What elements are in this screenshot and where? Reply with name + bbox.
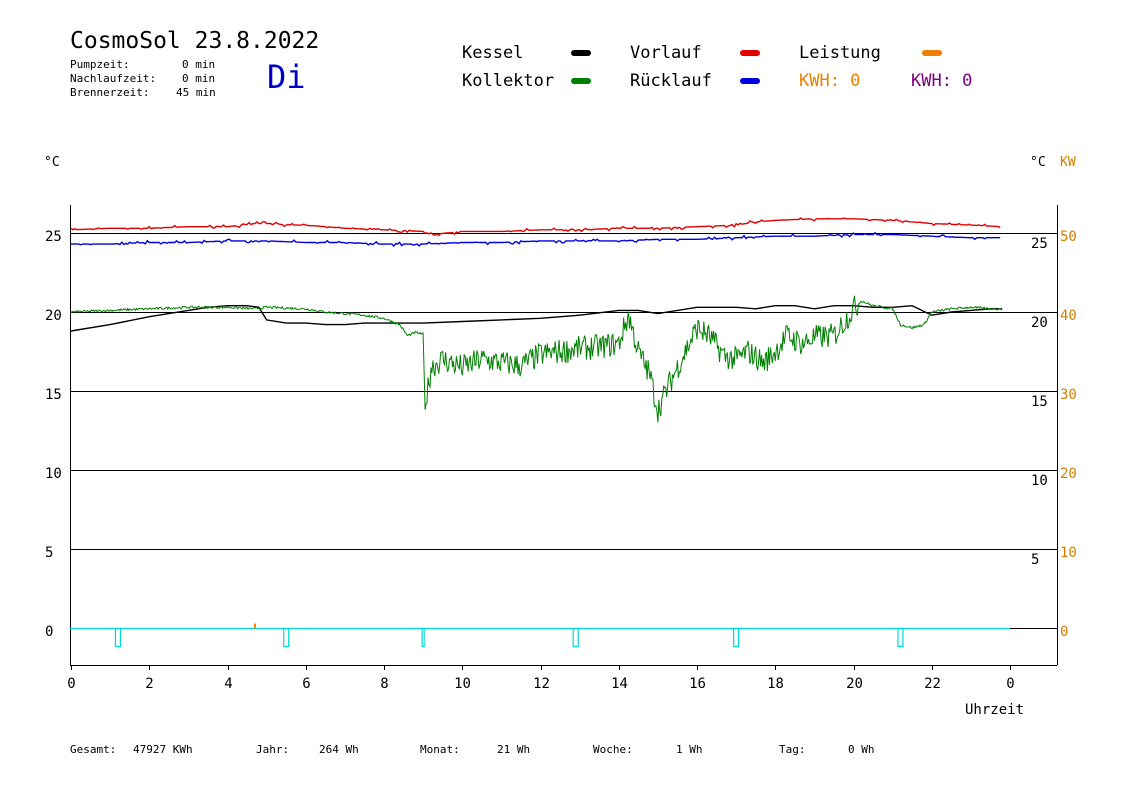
series-kollektor — [70, 295, 1003, 423]
legend-kollektor-swatch — [571, 78, 591, 84]
stat-brennerzeit-label: Brennerzeit: — [70, 86, 150, 99]
stat-pumpzeit-label: Pumpzeit: — [70, 58, 130, 71]
x-tick-label-9: 18 — [767, 676, 784, 692]
footer-monat-value: 21 Wh — [497, 743, 531, 756]
footer-tag-value: 0 Wh — [848, 743, 875, 756]
legend-kollektor-label: Kollektor — [462, 71, 555, 91]
series-kessel — [70, 304, 1003, 332]
legend-leistung-swatch — [922, 50, 942, 56]
x-tick-label-0: 0 — [67, 676, 75, 692]
y-right-temp-unit: °C — [1030, 155, 1046, 170]
pump-pulse-3 — [572, 627, 579, 648]
series-ruecklauf — [71, 231, 1001, 248]
y-right-temp-tick-25: 25 — [1031, 236, 1048, 252]
footer-tag-label: Tag: — [779, 743, 806, 756]
series-vorlauf — [70, 217, 1001, 237]
footer-gesamt-label: Gesamt: — [70, 743, 117, 756]
y-right-power-tick-0: 0 — [1060, 624, 1068, 640]
pump-pulse-1 — [283, 627, 290, 648]
y-left-tick-10: 10 — [45, 466, 62, 482]
y-left-unit: °C — [44, 155, 60, 170]
legend-kessel-swatch — [571, 50, 591, 56]
y-right-power-tick-10: 10 — [1060, 545, 1077, 561]
x-tick-label-3: 6 — [302, 676, 310, 692]
legend-kessel-label: Kessel — [462, 43, 524, 63]
x-tick-label-5: 10 — [454, 676, 471, 692]
y-left-tick-25: 25 — [45, 229, 62, 245]
y-left-tick-15: 15 — [45, 387, 62, 403]
x-tick-label-7: 14 — [611, 676, 628, 692]
legend-kwh-purple: KWH: 0 — [911, 71, 973, 91]
stat-nachlaufzeit-value: 0 min — [182, 72, 216, 85]
pump-pulse-4 — [733, 627, 740, 648]
x-tick-label-1: 2 — [145, 676, 153, 692]
y-right-power-tick-30: 30 — [1060, 387, 1077, 403]
legend-vorlauf-swatch — [740, 50, 760, 56]
legend-ruecklauf-label: Rücklauf — [630, 71, 712, 91]
legend-kwh-leistung: KWH: 0 — [799, 71, 861, 91]
y-right-power-tick-40: 40 — [1060, 308, 1077, 324]
x-tick-label-11: 22 — [924, 676, 941, 692]
x-tick-label-12: 0 — [1006, 676, 1014, 692]
y-right-power-tick-50: 50 — [1060, 229, 1077, 245]
x-tick-label-8: 16 — [689, 676, 706, 692]
x-tick-label-6: 12 — [533, 676, 550, 692]
footer-jahr-value: 264 Wh — [319, 743, 359, 756]
x-tick-label-4: 8 — [380, 676, 388, 692]
footer-gesamt-value: 47927 KWh — [133, 743, 193, 756]
y-right-power-tick-20: 20 — [1060, 466, 1077, 482]
legend-ruecklauf-swatch — [740, 78, 760, 84]
x-tick-label-10: 20 — [846, 676, 863, 692]
y-right-temp-tick-10: 10 — [1031, 473, 1048, 489]
y-right-power-unit: KW — [1060, 155, 1076, 170]
y-left-tick-0: 0 — [45, 624, 53, 640]
x-tick-label-2: 4 — [224, 676, 232, 692]
footer-woche-value: 1 Wh — [676, 743, 703, 756]
footer-monat-label: Monat: — [420, 743, 460, 756]
y-right-temp-tick-20: 20 — [1031, 315, 1048, 331]
stat-pumpzeit-value: 0 min — [182, 58, 216, 71]
footer-woche-label: Woche: — [593, 743, 633, 756]
pump-pulse-0 — [114, 627, 122, 648]
stat-nachlaufzeit-label: Nachlaufzeit: — [70, 72, 157, 85]
legend-leistung-label: Leistung — [799, 43, 881, 63]
y-left-tick-5: 5 — [45, 545, 53, 561]
weekday-label: Di — [267, 58, 306, 96]
stat-brennerzeit-value: 45 min — [176, 86, 216, 99]
x-axis-label: Uhrzeit — [965, 702, 1024, 718]
pump-pulse-5 — [897, 627, 904, 648]
chart-title: CosmoSol 23.8.2022 — [70, 28, 320, 54]
footer-jahr-label: Jahr: — [256, 743, 290, 756]
legend-vorlauf-label: Vorlauf — [630, 43, 702, 63]
y-left-tick-20: 20 — [45, 308, 62, 324]
pump-pulse-2 — [421, 627, 425, 648]
y-right-temp-tick-5: 5 — [1031, 552, 1039, 568]
y-right-temp-tick-15: 15 — [1031, 394, 1048, 410]
